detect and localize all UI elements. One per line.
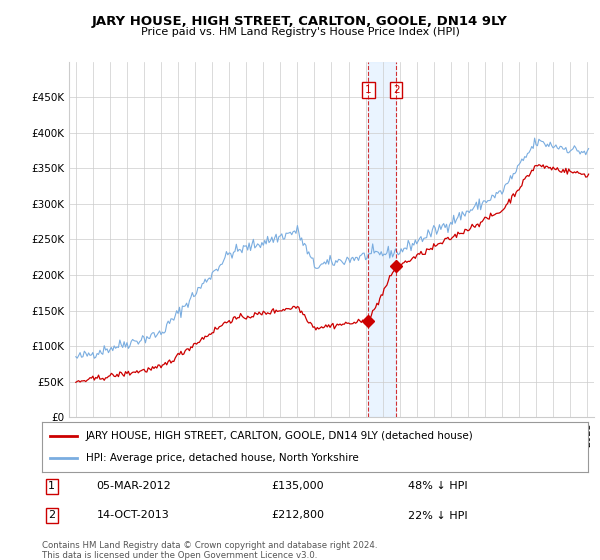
Text: Price paid vs. HM Land Registry's House Price Index (HPI): Price paid vs. HM Land Registry's House … [140,27,460,38]
Text: 48% ↓ HPI: 48% ↓ HPI [408,482,467,491]
Text: JARY HOUSE, HIGH STREET, CARLTON, GOOLE, DN14 9LY (detached house): JARY HOUSE, HIGH STREET, CARLTON, GOOLE,… [86,431,473,441]
Text: 2: 2 [48,511,55,520]
Text: 05-MAR-2012: 05-MAR-2012 [97,482,172,491]
Text: Contains HM Land Registry data © Crown copyright and database right 2024.
This d: Contains HM Land Registry data © Crown c… [42,541,377,560]
Text: £135,000: £135,000 [271,482,324,491]
Text: £212,800: £212,800 [271,511,325,520]
Text: 22% ↓ HPI: 22% ↓ HPI [408,511,467,520]
Bar [368,62,396,417]
Text: HPI: Average price, detached house, North Yorkshire: HPI: Average price, detached house, Nort… [86,452,358,463]
Text: 14-OCT-2013: 14-OCT-2013 [97,511,169,520]
Text: 1: 1 [365,85,372,95]
Text: 2: 2 [393,85,400,95]
Text: 1: 1 [49,482,55,491]
Text: JARY HOUSE, HIGH STREET, CARLTON, GOOLE, DN14 9LY: JARY HOUSE, HIGH STREET, CARLTON, GOOLE,… [92,15,508,28]
